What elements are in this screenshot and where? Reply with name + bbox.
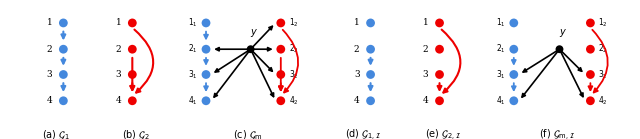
Text: 3: 3: [354, 70, 360, 79]
Text: 2: 2: [47, 45, 52, 54]
Point: [509, 48, 519, 50]
Text: (c) $\mathcal{G}_{\mathrm{m}}$: (c) $\mathcal{G}_{\mathrm{m}}$: [233, 128, 263, 139]
Point: [276, 73, 286, 76]
Point: [201, 48, 211, 50]
Text: 4: 4: [47, 96, 52, 105]
Text: $1_2$: $1_2$: [598, 17, 608, 29]
Text: (f) $\mathcal{G}_{\mathrm{m},\mathcal{I}}$: (f) $\mathcal{G}_{\mathrm{m},\mathcal{I}…: [539, 128, 575, 139]
Text: $y$: $y$: [559, 28, 568, 39]
Text: (b) $\mathcal{G}_2$: (b) $\mathcal{G}_2$: [122, 128, 150, 139]
Text: $2_1$: $2_1$: [496, 43, 506, 55]
Point: [365, 100, 376, 102]
Text: 1: 1: [47, 18, 52, 27]
Point: [435, 22, 445, 24]
Text: $1_1$: $1_1$: [496, 17, 506, 29]
Point: [435, 48, 445, 50]
Point: [201, 100, 211, 102]
Text: (a) $\mathcal{G}_1$: (a) $\mathcal{G}_1$: [42, 128, 70, 139]
Point: [58, 100, 68, 102]
Text: $3_1$: $3_1$: [188, 68, 198, 81]
Text: 4: 4: [116, 96, 122, 105]
Point: [276, 22, 286, 24]
Text: $4_1$: $4_1$: [496, 95, 506, 107]
Text: $4_1$: $4_1$: [188, 95, 198, 107]
Point: [365, 48, 376, 50]
Text: $2_2$: $2_2$: [598, 43, 608, 55]
Text: 3: 3: [47, 70, 52, 79]
Text: 1: 1: [354, 18, 360, 27]
Point: [435, 100, 445, 102]
Point: [127, 73, 138, 76]
Point: [585, 73, 595, 76]
Point: [509, 22, 519, 24]
Text: $3_2$: $3_2$: [598, 68, 608, 81]
Text: $2_2$: $2_2$: [289, 43, 298, 55]
Point: [58, 22, 68, 24]
Text: 3: 3: [423, 70, 429, 79]
Point: [201, 73, 211, 76]
Point: [554, 48, 564, 50]
Text: $4_2$: $4_2$: [598, 95, 608, 107]
Point: [127, 48, 138, 50]
Text: 2: 2: [116, 45, 122, 54]
Text: $2_1$: $2_1$: [188, 43, 198, 55]
Text: $4_2$: $4_2$: [289, 95, 298, 107]
Text: 1: 1: [423, 18, 429, 27]
Point: [201, 22, 211, 24]
Point: [127, 22, 138, 24]
Text: (e) $\mathcal{G}_{2,\mathcal{I}}$: (e) $\mathcal{G}_{2,\mathcal{I}}$: [425, 128, 461, 139]
Point: [58, 48, 68, 50]
Text: $3_1$: $3_1$: [496, 68, 506, 81]
Point: [509, 100, 519, 102]
Point: [365, 22, 376, 24]
Point: [585, 100, 595, 102]
Text: $1_2$: $1_2$: [289, 17, 298, 29]
Text: 4: 4: [423, 96, 429, 105]
Point: [276, 48, 286, 50]
Text: $y$: $y$: [250, 28, 259, 39]
Point: [58, 73, 68, 76]
Text: 2: 2: [354, 45, 360, 54]
Point: [585, 22, 595, 24]
Point: [276, 100, 286, 102]
Text: 2: 2: [423, 45, 429, 54]
Point: [127, 100, 138, 102]
Point: [585, 48, 595, 50]
Point: [365, 73, 376, 76]
Text: (d) $\mathcal{G}_{1,\mathcal{I}}$: (d) $\mathcal{G}_{1,\mathcal{I}}$: [345, 128, 381, 139]
Text: 3: 3: [116, 70, 122, 79]
Text: 4: 4: [354, 96, 360, 105]
Text: 1: 1: [116, 18, 122, 27]
Point: [246, 48, 256, 50]
Point: [509, 73, 519, 76]
Text: $1_1$: $1_1$: [188, 17, 198, 29]
Point: [435, 73, 445, 76]
Text: $3_2$: $3_2$: [289, 68, 298, 81]
